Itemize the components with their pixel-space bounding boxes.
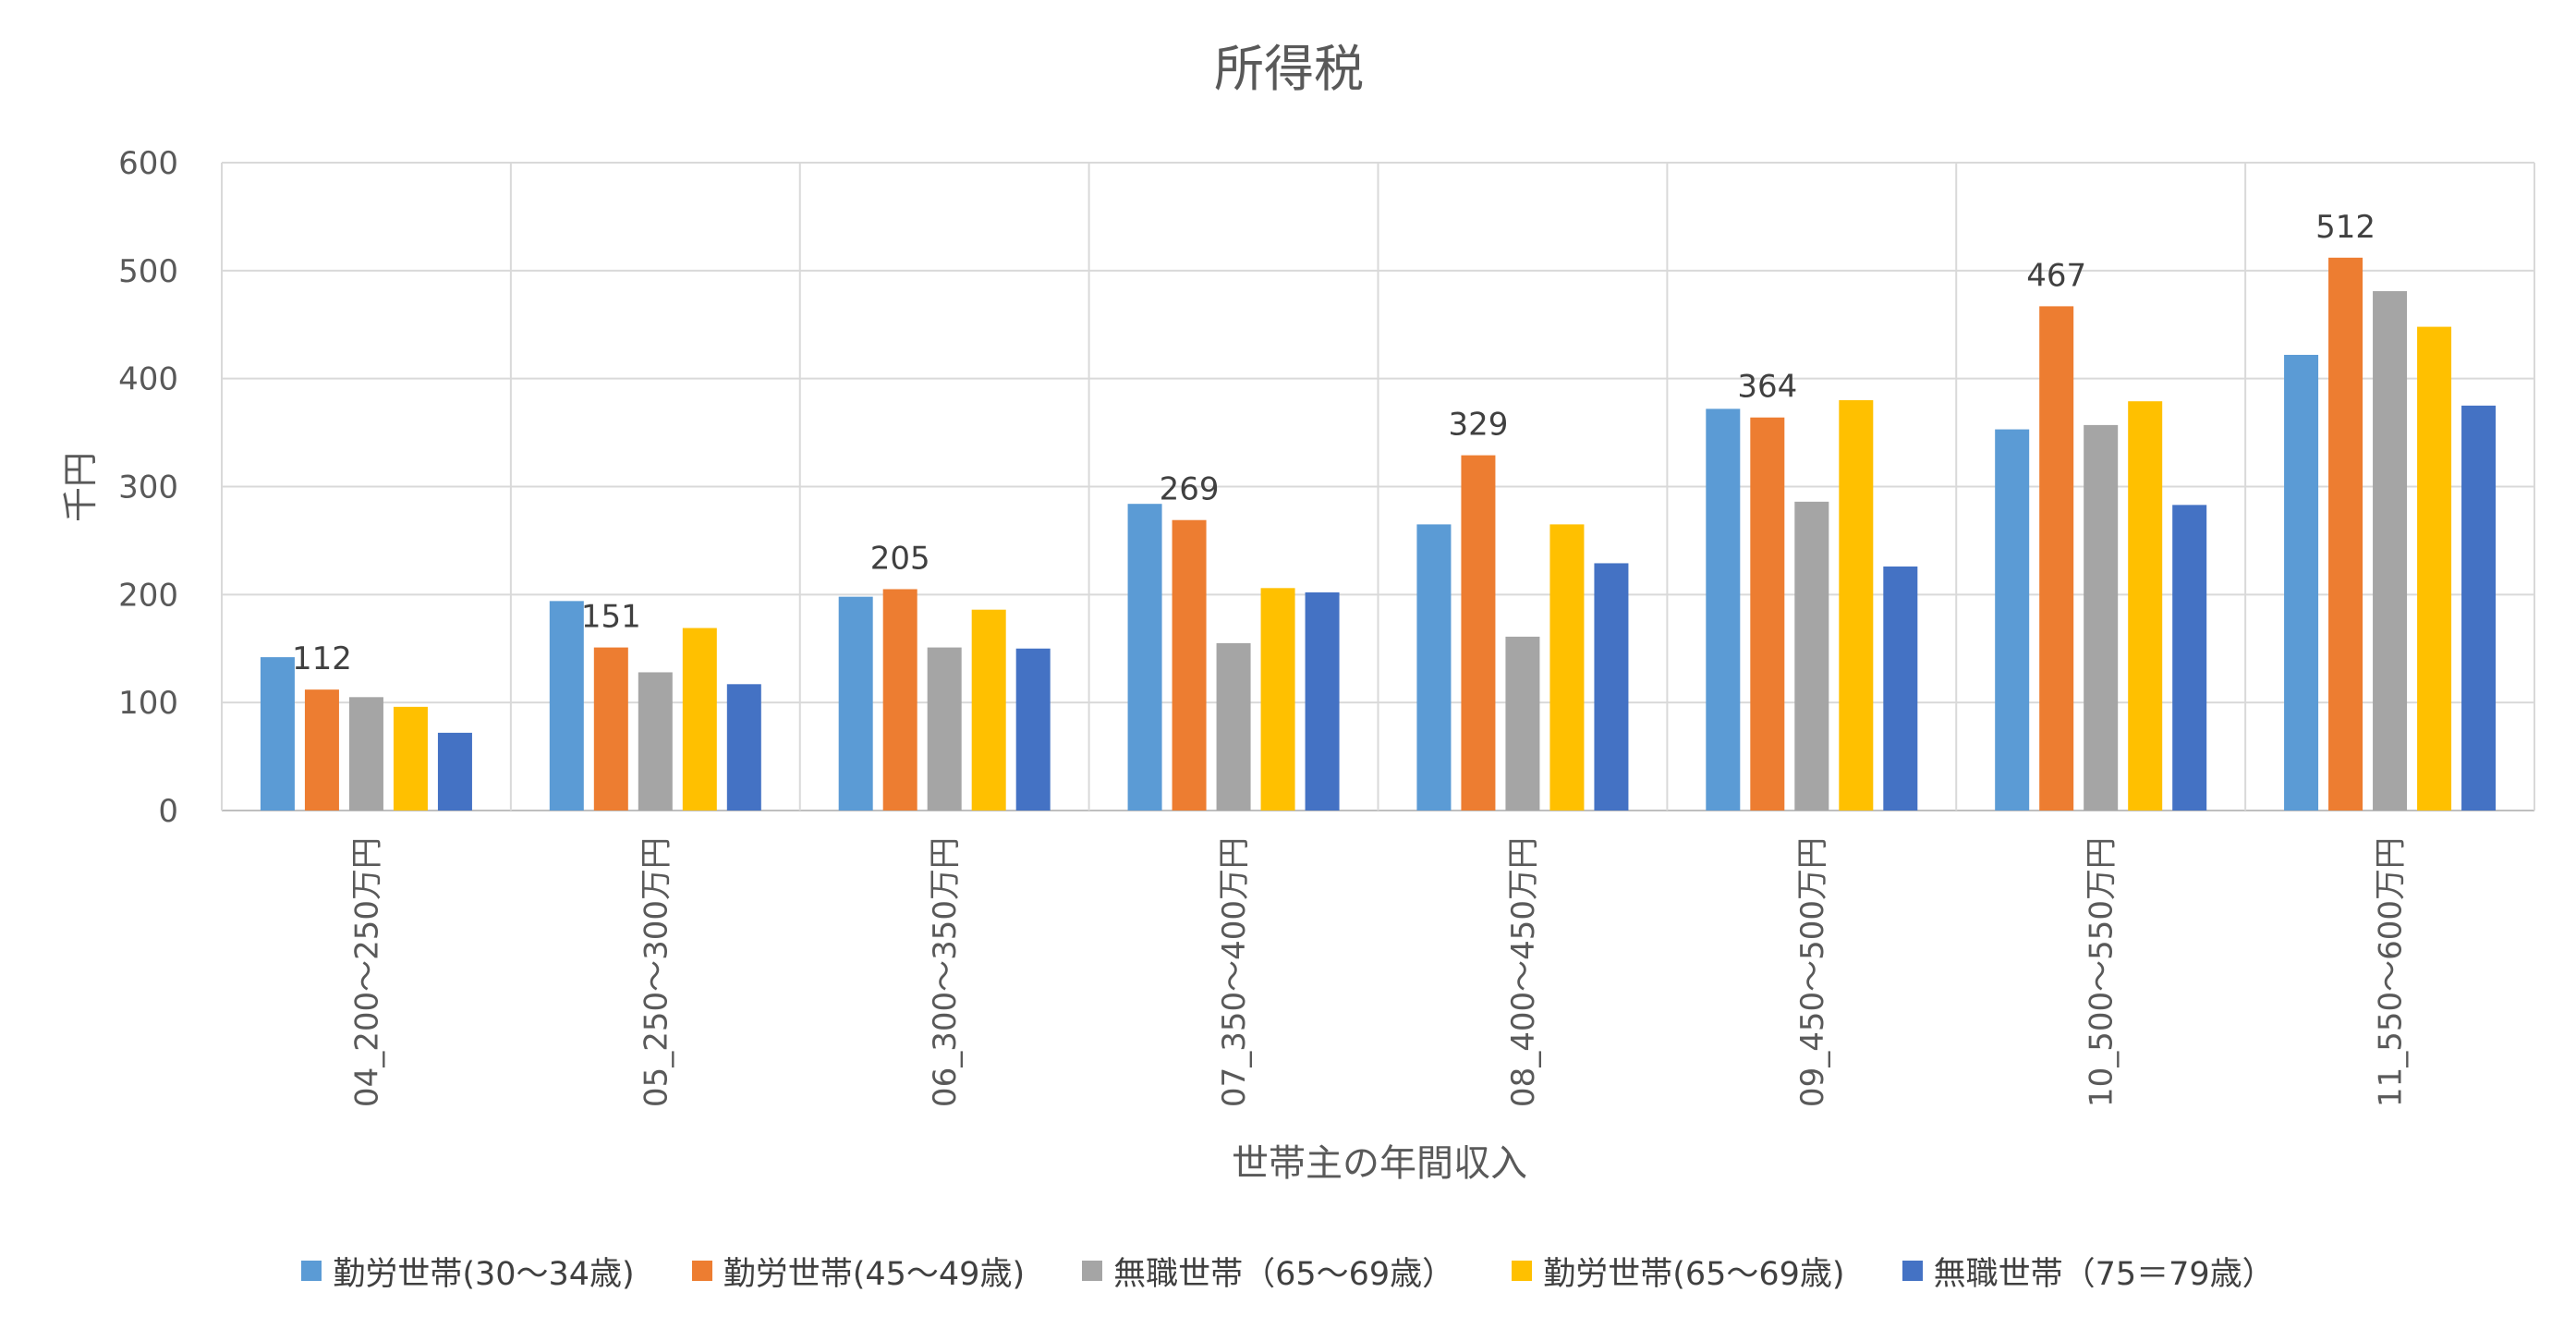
bar [1794,501,1829,811]
bar [682,628,717,811]
bar [1505,636,1540,811]
bar [927,647,962,811]
x-tick-label: 07_350～400万円 [1216,837,1253,1107]
legend: 勤労世帯(30～34歳) 勤労世帯(45～49歳) 無職世帯（65～69歳） 勤労世帯… [0,1243,2576,1298]
bar [1416,524,1452,811]
x-tick-label: 05_250～300万円 [638,837,674,1107]
x-tick-label: 06_300～350万円 [927,837,964,1107]
legend-swatch [301,1261,322,1281]
bar [260,657,295,811]
legend-item: 無職世帯（65～69歳） [1082,1248,1454,1295]
bar [1461,455,1496,811]
data-label: 205 [870,540,930,577]
gridlines [221,162,2535,811]
bar [437,732,472,811]
data-label: 112 [292,640,352,677]
bar [2084,424,2119,811]
y-axis-title: 千円 [60,452,101,522]
bar [2373,291,2408,811]
bar [2284,354,2319,811]
x-axis-title: 世帯主の年間収入 [1232,1142,1527,1185]
legend-swatch [1902,1261,1923,1281]
bar [1172,519,1207,811]
x-tick-label: 09_450～500万円 [1794,837,1831,1107]
bar [1305,591,1340,811]
bar [2172,505,2207,811]
legend-label: 無職世帯（75＝79歳） [1933,1255,2275,1293]
legend-label: 勤労世帯(30～34歳) [333,1255,635,1293]
x-axis-tick-labels: 04_200～250万円 05_250～300万円 06_300～350万円 07_3… [348,837,2409,1107]
bar [1594,563,1629,811]
bar [1216,642,1251,811]
y-tick-label: 100 [118,685,178,722]
legend-swatch [1512,1261,1533,1281]
x-tick-label: 04_200～250万円 [348,837,385,1107]
data-label: 467 [2026,257,2086,294]
bar [2417,326,2452,811]
bar [549,601,584,811]
x-tick-label: 11_550～600万円 [2373,837,2410,1107]
bar [838,596,873,811]
y-tick-label: 300 [118,469,178,506]
data-label: 269 [1160,471,1220,508]
legend-swatch [691,1261,712,1281]
legend-item: 勤労世帯(65～69歳) [1512,1248,1845,1295]
bar [2328,257,2363,811]
y-tick-label: 500 [118,253,178,290]
legend-item: 勤労世帯(30～34歳) [301,1248,635,1295]
bar [971,609,1006,811]
data-labels: 112 151 205 269 329 364 467 512 [292,209,2376,677]
legend-label: 勤労世帯(45～49歳) [723,1255,1026,1293]
bar [393,706,428,811]
y-tick-label: 200 [118,577,178,614]
bar [1706,408,1741,811]
bar [1883,566,1918,811]
data-label: 364 [1737,369,1797,406]
bar [2039,306,2074,811]
y-tick-label: 400 [118,361,178,398]
data-label: 512 [2315,209,2376,246]
bar [2461,405,2497,811]
legend-item: 勤労世帯(45～49歳) [691,1248,1026,1295]
x-tick-label: 08_400～450万円 [1505,837,1542,1107]
y-tick-label: 0 [158,793,178,830]
bar [1127,504,1162,811]
bar [1750,417,1785,811]
data-label: 151 [581,599,641,636]
bar [726,684,761,811]
bar [882,589,917,811]
y-tick-label: 600 [118,145,178,182]
x-tick-label: 10_500～550万円 [2084,837,2120,1107]
legend-label: 無職世帯（65～69歳） [1113,1255,1455,1293]
bar [1260,588,1295,811]
bar [593,647,628,811]
bar [1995,429,2030,811]
data-label: 329 [1448,407,1508,444]
y-axis-tick-labels: 0 100 200 300 400 500 600 [118,145,178,830]
chart-title: 所得税 [1214,40,1364,98]
bar [304,689,339,811]
bar [1839,400,1874,811]
bar [1549,524,1585,811]
bar [348,697,383,811]
bar [1015,648,1051,811]
legend-item: 無職世帯（75＝79歳） [1902,1248,2275,1295]
legend-swatch [1082,1261,1103,1281]
legend-label: 勤労世帯(65～69歳) [1543,1255,1845,1293]
bar [638,672,673,811]
bar-series [260,257,2497,811]
bar [2128,401,2163,811]
